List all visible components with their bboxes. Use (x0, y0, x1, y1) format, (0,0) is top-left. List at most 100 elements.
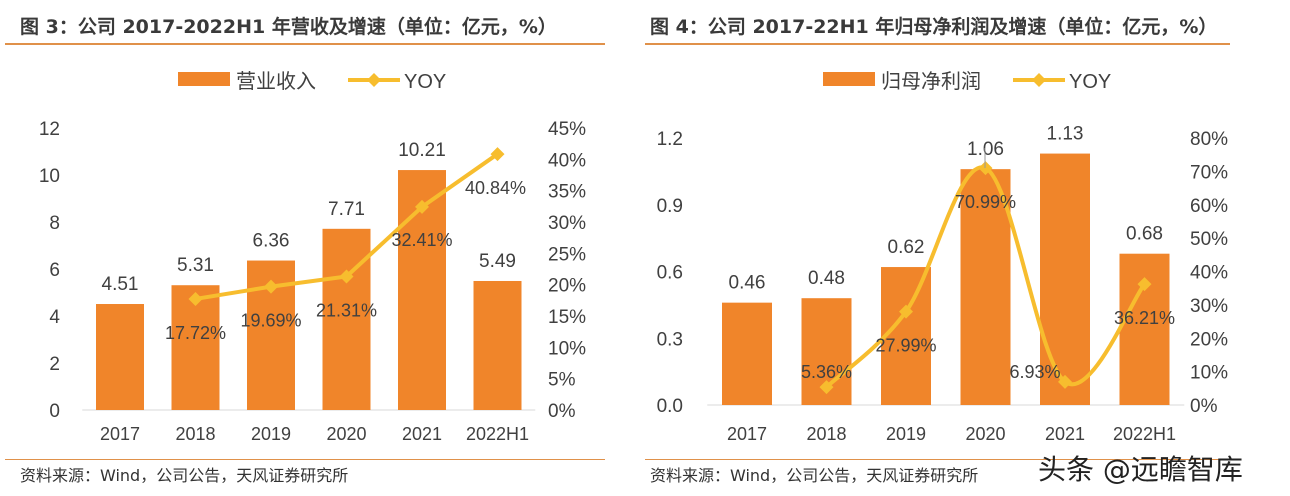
yoy-data-label: 19.69% (240, 311, 301, 331)
bar-data-label: 0.46 (729, 273, 766, 294)
x-tick-label: 2021 (402, 424, 442, 444)
bar-data-label: 5.49 (479, 251, 516, 272)
legend-bar-swatch (823, 72, 875, 86)
right-tick-label: 10% (1190, 363, 1228, 384)
left-tick-label: 10 (39, 166, 60, 187)
yoy-marker (339, 269, 354, 284)
right-tick-label: 30% (1190, 296, 1228, 317)
title-divider (5, 43, 605, 45)
title-divider (645, 43, 1230, 45)
right-tick-label: 35% (548, 182, 586, 203)
yoy-data-label: 6.93% (1009, 362, 1060, 382)
legend-diamond-icon (1032, 73, 1046, 87)
yoy-marker (899, 304, 913, 319)
bar (96, 304, 144, 410)
left-tick-label: 4 (49, 307, 60, 328)
right-tick-label: 30% (548, 213, 586, 234)
bar-data-label: 1.13 (1047, 124, 1084, 145)
bar-data-label: 0.48 (808, 268, 845, 289)
left-tick-label: 0.3 (657, 329, 683, 350)
x-tick-label: 2022H1 (1113, 424, 1176, 444)
bar (1119, 253, 1170, 405)
legend-bar-label: 归母净利润 (881, 70, 981, 93)
x-tick-label: 2020 (326, 424, 366, 444)
x-tick-label: 2017 (727, 424, 767, 444)
yoy-marker (415, 199, 429, 214)
right-tick-label: 40% (1190, 263, 1228, 284)
bar (960, 169, 1011, 405)
source-divider (645, 459, 1230, 460)
bar (722, 302, 772, 405)
left-tick-label: 12 (39, 119, 60, 140)
right-tick-label: 20% (1190, 329, 1228, 350)
right-tick-label: 50% (1190, 229, 1228, 250)
yoy-data-label: 40.84% (465, 178, 526, 198)
bar-data-label: 5.31 (177, 255, 214, 276)
bar-data-label: 6.36 (253, 231, 290, 252)
x-tick-label: 2021 (1045, 424, 1085, 444)
yoy-marker (264, 279, 278, 294)
right-tick-label: 10% (548, 338, 586, 359)
yoy-marker (1058, 374, 1072, 389)
right-tick-label: 15% (548, 307, 586, 328)
right-tick-label: 5% (548, 370, 576, 391)
x-tick-label: 2019 (886, 424, 926, 444)
yoy-data-label: 5.36% (801, 362, 852, 382)
chart-title-revenue: 图 3：公司 2017-2022H1 年营收及增速（单位：亿元，%） (20, 16, 557, 38)
left-tick-label: 0.0 (657, 396, 683, 417)
bar (881, 267, 931, 405)
bar (1040, 153, 1090, 405)
right-tick-label: 60% (1190, 196, 1228, 217)
right-tick-label: 20% (548, 276, 586, 297)
right-tick-label: 70% (1190, 162, 1228, 183)
yoy-marker (490, 147, 505, 162)
legend-diamond-icon (367, 73, 381, 87)
yoy-data-label: 21.31% (316, 300, 377, 320)
yoy-data-label: 17.72% (165, 323, 226, 343)
yoy-marker (978, 161, 993, 176)
source-note: 资料来源：Wind，公司公告，天风证券研究所 (20, 466, 349, 485)
bar (171, 285, 220, 410)
x-tick-label: 2019 (251, 424, 291, 444)
chart-title-profit: 图 4：公司 2017-22H1 年归母净利润及增速（单位：亿元，%） (650, 16, 1218, 38)
left-tick-label: 6 (49, 260, 60, 281)
left-tick-label: 0.6 (657, 263, 683, 284)
source-divider (5, 459, 605, 460)
x-tick-label: 2018 (175, 424, 215, 444)
bar-data-label: 7.71 (328, 199, 365, 220)
yoy-data-label: 36.21% (1114, 308, 1175, 328)
yoy-data-label: 70.99% (955, 192, 1016, 212)
x-tick-label: 2022H1 (466, 424, 529, 444)
left-tick-label: 2 (49, 354, 60, 375)
left-tick-label: 0.9 (657, 196, 683, 217)
yoy-data-label: 27.99% (875, 336, 936, 356)
x-tick-label: 2020 (965, 424, 1005, 444)
right-tick-label: 0% (548, 401, 576, 422)
left-tick-label: 0 (49, 401, 60, 422)
right-tick-label: 45% (548, 119, 586, 140)
right-tick-label: 25% (548, 244, 586, 265)
bar-data-label: 4.51 (102, 274, 139, 295)
yoy-marker (188, 291, 203, 306)
bar-data-label: 0.62 (888, 237, 925, 258)
x-tick-label: 2017 (100, 424, 140, 444)
source-note: 资料来源：Wind，公司公告，天风证券研究所 (650, 466, 979, 485)
bar (473, 280, 522, 410)
bar-data-label: 10.21 (398, 140, 446, 161)
yoy-line (825, 165, 1147, 389)
legend-line-label: YOY (1069, 71, 1111, 93)
right-tick-label: 80% (1190, 129, 1228, 150)
right-tick-label: 40% (548, 150, 586, 171)
yoy-marker (1137, 277, 1152, 292)
x-tick-label: 2018 (806, 424, 846, 444)
yoy-marker (819, 380, 834, 395)
right-tick-label: 0% (1190, 396, 1218, 417)
left-tick-label: 8 (49, 213, 60, 234)
watermark: 头条 @远瞻智库 (1038, 453, 1243, 486)
yoy-data-label: 32.41% (391, 230, 452, 250)
legend-bar-swatch (178, 72, 230, 86)
left-tick-label: 1.2 (657, 129, 683, 150)
bar-data-label: 0.68 (1126, 224, 1163, 245)
